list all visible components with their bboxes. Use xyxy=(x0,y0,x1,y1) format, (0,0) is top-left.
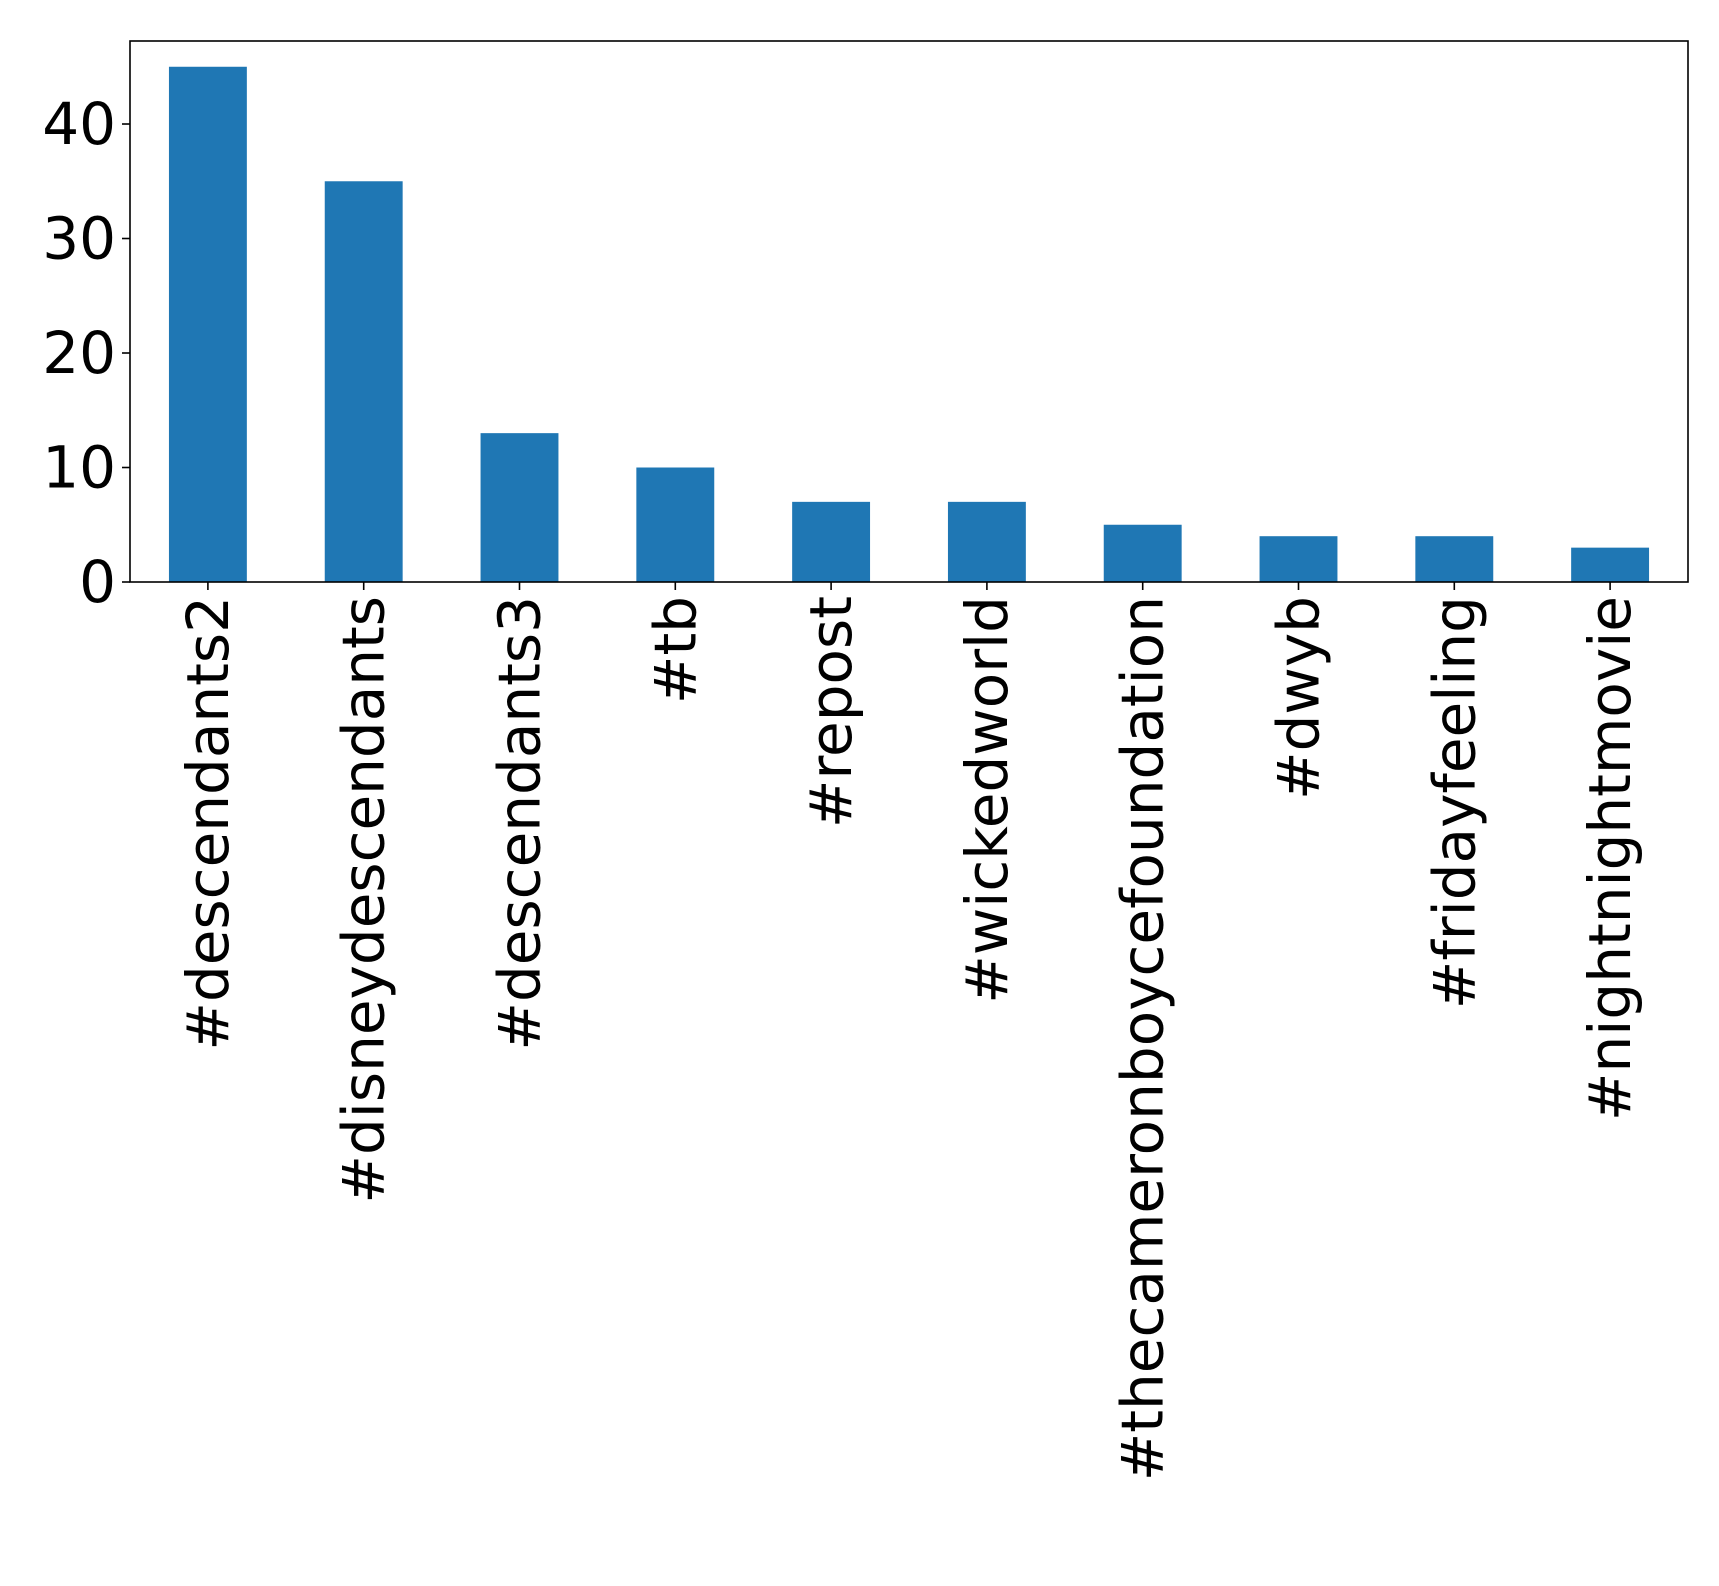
y-tick-label: 30 xyxy=(42,205,116,273)
plot-frame xyxy=(129,40,1689,583)
x-tick-label: #dwyb xyxy=(1265,596,1333,800)
bar-descendants2 xyxy=(168,66,247,582)
y-tick-label: 20 xyxy=(42,319,116,387)
bar-nightnightmovie xyxy=(1571,547,1650,582)
bar-repost xyxy=(792,501,871,582)
bar-tb xyxy=(636,467,715,582)
x-axis: #descendants2 #disneydescendants #descenda… xyxy=(174,582,1644,1481)
x-tick-label: #descendants2 xyxy=(174,596,242,1051)
bar-thecameronboycefoundation xyxy=(1103,524,1182,582)
x-tick-label: #repost xyxy=(797,596,865,828)
y-axis: 0 10 20 30 40 xyxy=(42,90,130,616)
bar-fridayfeeling xyxy=(1415,536,1494,582)
x-tick-label: #nightnightmovie xyxy=(1576,596,1644,1121)
x-tick-label: #tb xyxy=(641,596,709,704)
x-tick-label: #fridayfeeling xyxy=(1420,596,1488,1009)
x-tick-label: #thecameronboycefoundation xyxy=(1109,596,1177,1481)
y-tick-label: 40 xyxy=(42,90,116,158)
bar-wickedworld xyxy=(947,501,1026,582)
x-tick-label: #descendants3 xyxy=(486,596,554,1051)
bar-dwyb xyxy=(1259,536,1338,582)
bar-descendants3 xyxy=(480,433,559,582)
x-tick-label: #disneydescendants xyxy=(330,596,398,1204)
bar-disneydescendants xyxy=(324,181,403,582)
y-tick-label: 0 xyxy=(79,548,116,616)
y-tick-label: 10 xyxy=(42,434,116,502)
bars-layer xyxy=(168,66,1650,582)
x-tick-label: #wickedworld xyxy=(953,596,1021,1004)
